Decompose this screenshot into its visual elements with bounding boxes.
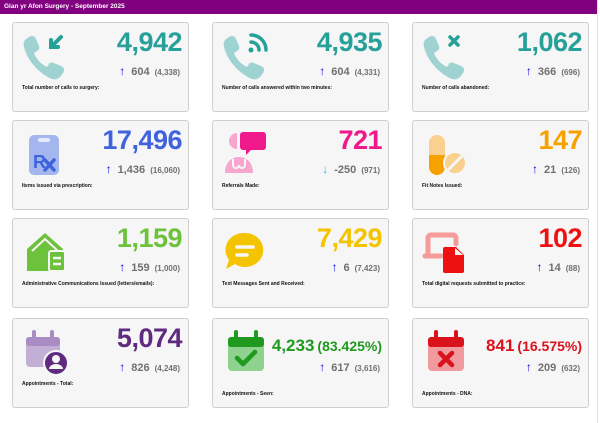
metric-label: Appointments - Seen: xyxy=(222,391,274,397)
metric-change: ↑ 617 (3,616) xyxy=(319,360,380,374)
metric-change: ↑ 366 (696) xyxy=(525,64,580,78)
metric-change: ↑ 6 (7,423) xyxy=(331,260,380,274)
metric-label: Appointments - DNA: xyxy=(422,391,473,397)
arrow-up-icon: ↑ xyxy=(319,64,326,78)
metric-value: 4,942 xyxy=(116,27,183,57)
metric-label: Number of calls abandoned: xyxy=(422,85,490,91)
metric-label: Text Messages Sent and Received: xyxy=(222,281,305,287)
house-letter-icon xyxy=(21,227,71,277)
arrow-up-icon: ↑ xyxy=(532,162,538,176)
arrow-up-icon: ↑ xyxy=(525,360,532,374)
card-digital-requests: 102 ↑ 14 (88) Total digital requests subm… xyxy=(412,218,589,308)
metric-change: ↑ 159 (1,000) xyxy=(119,260,180,274)
metric-label: Fit Notes Issued: xyxy=(422,183,463,189)
card-referrals: 721 ↓ -250 (971) Referrals Made: xyxy=(212,120,389,210)
card-appointments-dna: 841 (16.575%) ↑ 209 (632) Appointments - D… xyxy=(412,318,589,408)
metric-label: Total digital requests submitted to prac… xyxy=(422,281,526,287)
phone-abandoned-icon xyxy=(421,31,471,81)
digital-request-icon xyxy=(421,227,471,277)
calendar-check-icon xyxy=(221,327,271,377)
metric-change: ↑ 21 (126) xyxy=(532,162,580,176)
card-text-messages: 7,429 ↑ 6 (7,423) Text Messages Sent and … xyxy=(212,218,389,308)
arrow-up-icon: ↑ xyxy=(536,260,543,274)
arrow-down-icon: ↓ xyxy=(322,162,329,176)
card-calls-abandoned: 1,062 ↑ 366 (696) Number of calls abandon… xyxy=(412,22,589,112)
arrow-up-icon: ↑ xyxy=(105,162,112,176)
arrow-up-icon: ↑ xyxy=(119,64,126,78)
metric-change: ↑ 604 (4,331) xyxy=(319,64,380,78)
card-calls-total: 4,942 ↑ 604 (4,338) Total number of calls… xyxy=(12,22,189,112)
card-calls-answered: 4,935 ↑ 604 (4,331) Number of calls answe… xyxy=(212,22,389,112)
phone-answered-icon xyxy=(221,31,271,81)
card-prescriptions: R 17,496 ↑ 1,436 (16,060) Items issued vi… xyxy=(12,120,189,210)
arrow-up-icon: ↑ xyxy=(119,260,126,274)
metric-value: 721 xyxy=(338,125,382,155)
metric-value: 102 xyxy=(538,223,582,253)
report-header: Glan yr Afon Surgery - September 2025 xyxy=(0,0,597,14)
arrow-up-icon: ↑ xyxy=(525,64,532,78)
metric-label: Items issued via prescription: xyxy=(22,183,93,189)
card-appointments-total: 5,074 ↑ 826 (4,248) Appointments - Total: xyxy=(12,318,189,408)
phone-incoming-icon xyxy=(21,31,71,81)
arrow-up-icon: ↑ xyxy=(119,360,126,374)
card-appointments-seen: 4,233 (83.425%) ↑ 617 (3,616) Appointments… xyxy=(212,318,389,408)
prescription-icon: R xyxy=(21,129,71,179)
metric-change: ↑ 1,436 (16,060) xyxy=(105,162,180,176)
arrow-up-icon: ↑ xyxy=(331,260,338,274)
report-title: Glan yr Afon Surgery - September 2025 xyxy=(4,3,125,10)
arrow-up-icon: ↑ xyxy=(319,360,326,374)
metric-value: 4,935 xyxy=(316,27,383,57)
metric-label: Referrals Made: xyxy=(222,183,260,189)
metric-value: 5,074 xyxy=(116,323,183,353)
card-fit-notes: 147 ↑ 21 (126) Fit Notes Issued: xyxy=(412,120,589,210)
metric-value: 1,159 xyxy=(116,223,183,253)
metric-label: Total number of calls to surgery: xyxy=(22,85,100,91)
metric-value: 4,233 (83.425%) xyxy=(271,336,382,355)
metric-value: 7,429 xyxy=(316,223,383,253)
metric-value: 1,062 xyxy=(516,27,583,57)
metric-percent: (83.425%) xyxy=(317,338,382,354)
metric-label: Number of calls answered within two minu… xyxy=(222,85,333,91)
metric-value: 147 xyxy=(538,125,582,155)
metric-change: ↑ 14 (88) xyxy=(536,260,580,274)
page-edge-divider xyxy=(597,0,598,423)
svg-text:R: R xyxy=(33,152,46,172)
calendar-person-icon xyxy=(21,327,71,377)
chat-bubble-icon xyxy=(221,227,271,277)
referral-icon xyxy=(221,129,271,179)
pills-icon xyxy=(421,129,471,179)
metric-change: ↑ 826 (4,248) xyxy=(119,360,180,374)
metric-change: ↑ 604 (4,338) xyxy=(119,64,180,78)
metric-change: ↓ -250 (971) xyxy=(322,162,380,176)
metric-value: 17,496 xyxy=(102,125,182,155)
metric-percent: (16.575%) xyxy=(517,338,582,354)
calendar-cross-icon xyxy=(421,327,471,377)
metric-value: 841 (16.575%) xyxy=(486,336,582,355)
metric-label: Appointments - Total: xyxy=(22,381,74,387)
metric-change: ↑ 209 (632) xyxy=(525,360,580,374)
metric-label: Administrative Communications Issued (le… xyxy=(22,281,155,287)
card-admin-comms: 1,159 ↑ 159 (1,000) Administrative Commun… xyxy=(12,218,189,308)
